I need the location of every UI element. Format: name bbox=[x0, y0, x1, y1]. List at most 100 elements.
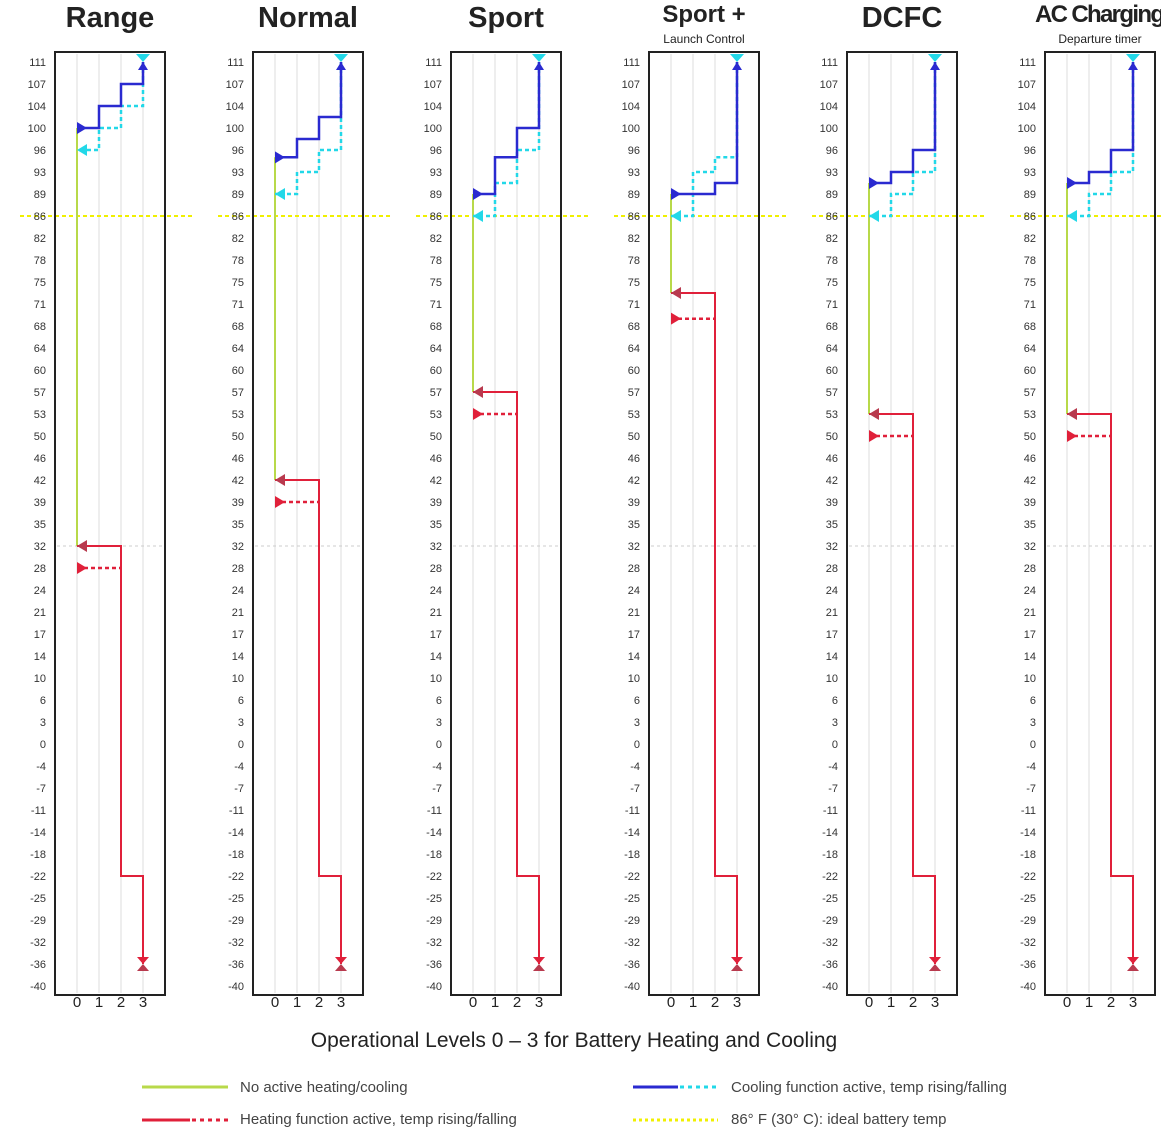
marker-heating-rising bbox=[275, 496, 285, 508]
y-tick-label: 0 bbox=[436, 739, 442, 751]
marker-cooling-top-up bbox=[534, 62, 544, 70]
y-tick-label: -40 bbox=[30, 981, 46, 993]
y-tick-label: -14 bbox=[624, 827, 640, 839]
y-tick-label: 60 bbox=[34, 365, 46, 377]
y-tick-label: 50 bbox=[34, 431, 46, 443]
y-tick-label: 53 bbox=[232, 409, 244, 421]
y-tick-label: 53 bbox=[34, 409, 46, 421]
y-tick-label: 57 bbox=[628, 387, 640, 399]
series-cooling-rising bbox=[671, 62, 739, 196]
y-tick-label: 10 bbox=[1024, 673, 1036, 685]
y-tick-label: 32 bbox=[34, 541, 46, 553]
marker-cooling-end bbox=[1067, 210, 1077, 222]
series-cooling-rising bbox=[473, 62, 541, 196]
y-tick-label: 78 bbox=[628, 255, 640, 267]
y-tick-label: 3 bbox=[238, 717, 244, 729]
y-tick-label: 60 bbox=[628, 365, 640, 377]
y-tick-label: 39 bbox=[34, 497, 46, 509]
y-tick-label: -29 bbox=[624, 915, 640, 927]
marker-cooling-top bbox=[532, 54, 546, 62]
y-tick-label: 100 bbox=[226, 123, 244, 135]
x-tick-label: 0 bbox=[865, 994, 873, 1011]
legend-label-heating: Heating function active, temp rising/fal… bbox=[240, 1111, 517, 1128]
y-tick-label: -40 bbox=[1020, 981, 1036, 993]
x-tick-label: 1 bbox=[293, 994, 301, 1011]
y-tick-label: -11 bbox=[1021, 805, 1036, 817]
y-tick-label: 10 bbox=[430, 673, 442, 685]
y-tick-label: 86 bbox=[34, 211, 46, 223]
x-tick-label: 1 bbox=[95, 994, 103, 1011]
y-tick-label: 42 bbox=[430, 475, 442, 487]
y-tick-label: 111 bbox=[1019, 57, 1036, 69]
y-tick-label: -32 bbox=[624, 937, 640, 949]
y-tick-label: 46 bbox=[34, 453, 46, 465]
marker-cooling-end bbox=[869, 210, 879, 222]
series-cooling-falling bbox=[869, 62, 937, 218]
y-tick-label: 42 bbox=[628, 475, 640, 487]
series-cooling-falling bbox=[275, 62, 343, 196]
panel-frame bbox=[450, 51, 562, 996]
y-tick-label: -22 bbox=[426, 871, 442, 883]
y-tick-label: 86 bbox=[430, 211, 442, 223]
x-tick-label: 1 bbox=[689, 994, 697, 1011]
y-tick-label: 64 bbox=[232, 343, 244, 355]
y-tick-label: 104 bbox=[28, 101, 46, 113]
y-tick-label: 111 bbox=[821, 57, 838, 69]
series-cooling-falling bbox=[473, 62, 541, 218]
y-tick-label: -40 bbox=[624, 981, 640, 993]
y-tick-label: -25 bbox=[426, 893, 442, 905]
series-cooling-rising bbox=[1067, 62, 1135, 185]
y-tick-label: 100 bbox=[28, 123, 46, 135]
y-tick-label: 6 bbox=[634, 695, 640, 707]
y-tick-label: 107 bbox=[622, 79, 640, 91]
marker-cooling-top-up bbox=[138, 62, 148, 70]
y-tick-label: 17 bbox=[430, 629, 442, 641]
y-tick-label: 60 bbox=[430, 365, 442, 377]
y-tick-label: 46 bbox=[232, 453, 244, 465]
y-tick-label: 53 bbox=[628, 409, 640, 421]
y-tick-label: -32 bbox=[228, 937, 244, 949]
series-cooling-falling bbox=[77, 62, 145, 152]
panel-frame bbox=[54, 51, 166, 996]
y-tick-label: 14 bbox=[232, 651, 244, 663]
y-tick-label: 46 bbox=[628, 453, 640, 465]
y-tick-label: 14 bbox=[628, 651, 640, 663]
y-tick-label: -11 bbox=[823, 805, 838, 817]
y-tick-label: 0 bbox=[1030, 739, 1036, 751]
y-tick-label: 96 bbox=[232, 145, 244, 157]
y-tick-label: -4 bbox=[36, 761, 46, 773]
x-tick-label: 2 bbox=[909, 994, 917, 1011]
y-tick-label: 17 bbox=[1024, 629, 1036, 641]
y-tick-label: 86 bbox=[1024, 211, 1036, 223]
y-tick-label: -18 bbox=[30, 849, 46, 861]
panel-subtitle: Launch Control bbox=[663, 32, 744, 46]
y-tick-label: 10 bbox=[34, 673, 46, 685]
y-tick-label: 32 bbox=[628, 541, 640, 553]
y-tick-label: 64 bbox=[628, 343, 640, 355]
y-tick-label: 50 bbox=[628, 431, 640, 443]
panel-title: Normal bbox=[258, 2, 358, 34]
y-tick-label: 86 bbox=[826, 211, 838, 223]
y-tick-label: -18 bbox=[426, 849, 442, 861]
y-tick-label: -7 bbox=[1026, 783, 1036, 795]
y-tick-label: -7 bbox=[432, 783, 442, 795]
marker-heating-start bbox=[869, 408, 879, 420]
y-tick-label: -36 bbox=[1020, 959, 1036, 971]
marker-heating-bottom-up bbox=[335, 964, 347, 971]
y-tick-label: 6 bbox=[40, 695, 46, 707]
marker-cooling-top bbox=[136, 54, 150, 62]
series-cooling-falling bbox=[671, 62, 739, 218]
y-tick-label: 53 bbox=[826, 409, 838, 421]
y-tick-label: -29 bbox=[1020, 915, 1036, 927]
y-tick-label: -32 bbox=[1020, 937, 1036, 949]
marker-heating-rising bbox=[671, 312, 681, 325]
y-tick-label: 82 bbox=[826, 233, 838, 245]
y-tick-label: 71 bbox=[430, 299, 442, 311]
y-tick-label: 107 bbox=[28, 79, 46, 91]
marker-heating-bottom bbox=[1127, 957, 1139, 964]
marker-heating-bottom bbox=[731, 957, 743, 964]
y-tick-label: 28 bbox=[430, 563, 442, 575]
y-tick-label: 71 bbox=[34, 299, 46, 311]
y-tick-label: 82 bbox=[1024, 233, 1036, 245]
